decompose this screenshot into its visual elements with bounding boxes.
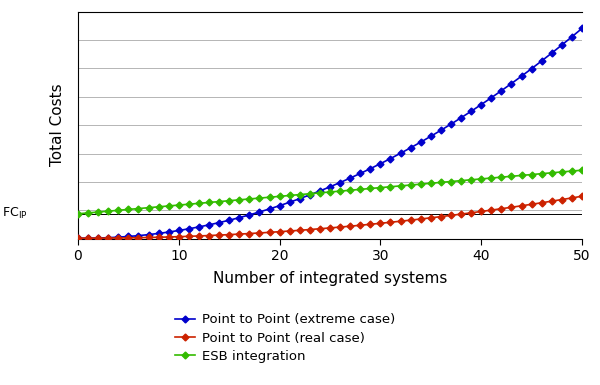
Y-axis label: Total Costs: Total Costs <box>50 84 65 166</box>
Legend: Point to Point (extreme case), Point to Point (real case), ESB integration: Point to Point (extreme case), Point to … <box>175 313 395 363</box>
Text: FC$_{\mathsf{IP}}$: FC$_{\mathsf{IP}}$ <box>2 206 28 221</box>
X-axis label: Number of integrated systems: Number of integrated systems <box>213 271 447 286</box>
